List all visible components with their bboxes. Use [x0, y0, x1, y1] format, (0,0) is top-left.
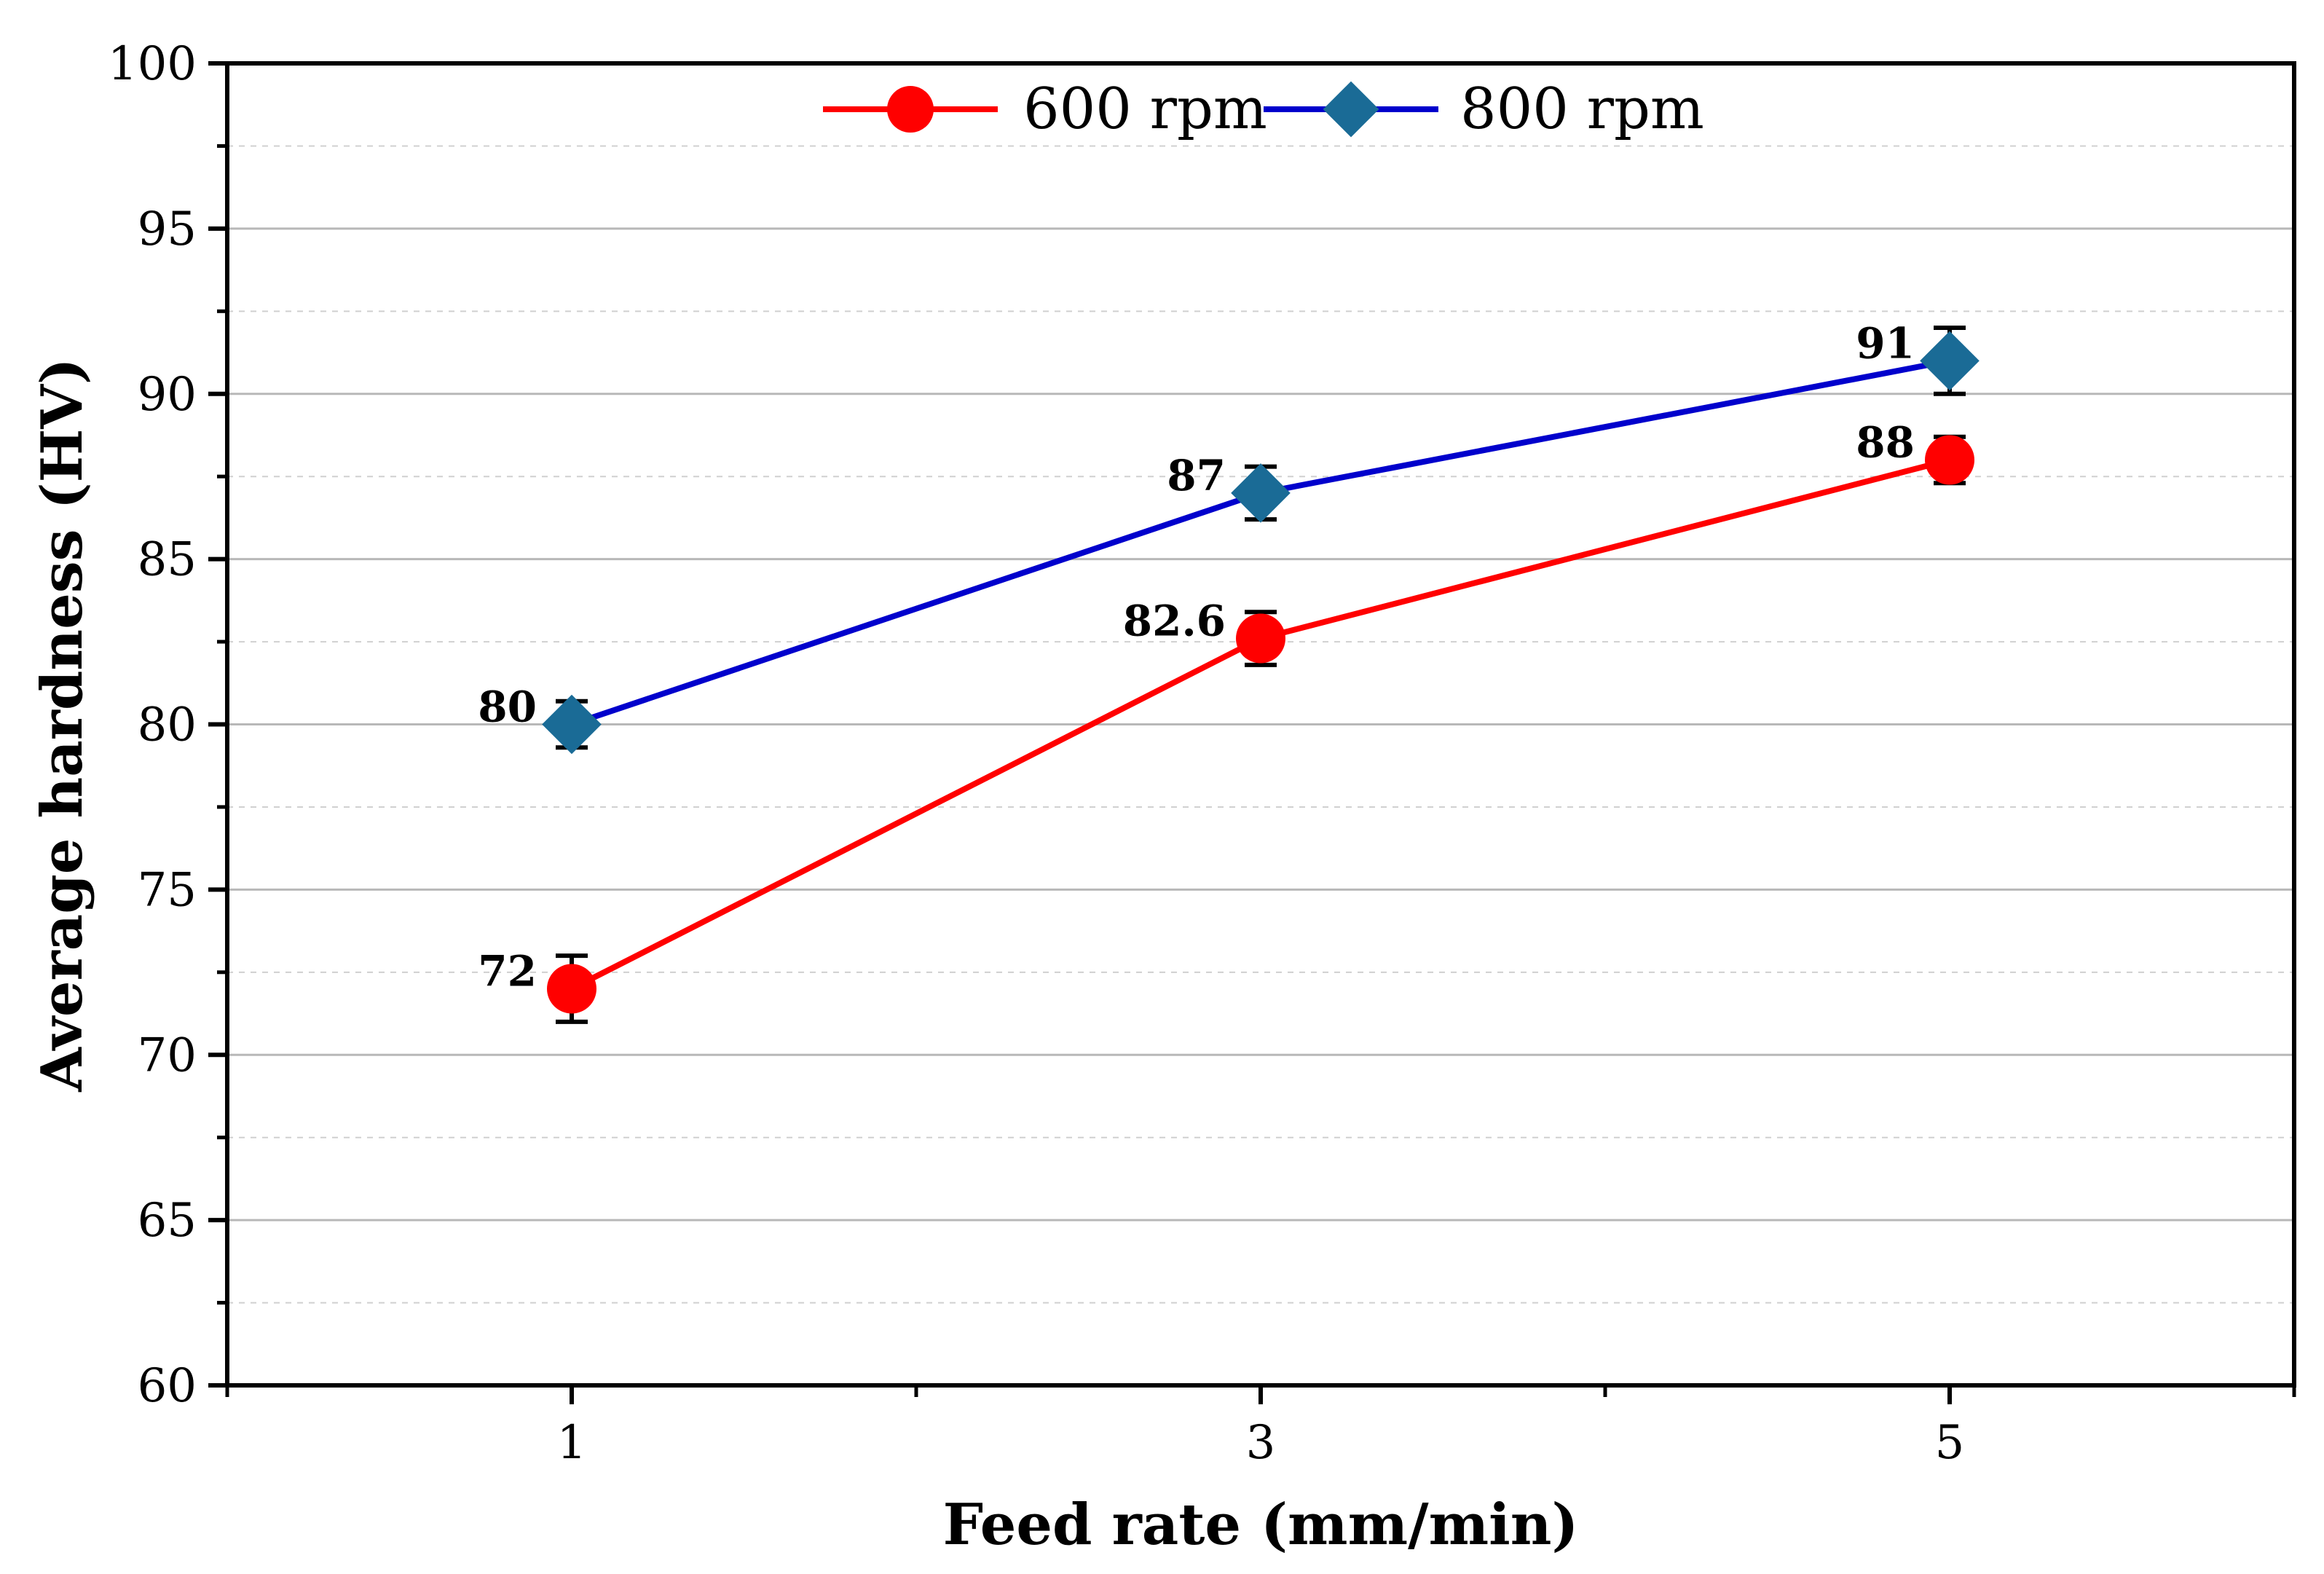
data-label: 91 [1856, 318, 1915, 368]
data-point [547, 964, 596, 1014]
data-point [1231, 463, 1291, 523]
data-point [1920, 331, 1980, 391]
axes: 60 65 70 75 80 85 90 95 100 1 3 5 [108, 37, 2296, 1470]
y-tick-label: 80 [138, 699, 197, 752]
x-tick-label: 3 [1246, 1416, 1276, 1470]
x-tick-label: 1 [557, 1416, 587, 1470]
y-tick-label: 60 [138, 1359, 197, 1413]
y-tick-label: 95 [138, 202, 197, 256]
y-tick-label: 100 [108, 37, 197, 91]
data-point [542, 694, 602, 755]
legend: 600 rpm 800 rpm [823, 76, 1704, 142]
data-label: 80 [478, 682, 537, 732]
x-axis-title: Feed rate (mm/min) [943, 1492, 1579, 1558]
legend-marker [1323, 81, 1379, 138]
legend-label: 600 rpm [1023, 76, 1267, 142]
data-label: 88 [1856, 418, 1915, 468]
y-tick-label: 85 [138, 533, 197, 587]
y-tick-label: 75 [138, 863, 197, 917]
y-axis-title: Average hardness (HV) [29, 358, 95, 1093]
y-tick-label: 90 [138, 368, 197, 422]
legend-label: 800 rpm [1460, 76, 1704, 142]
data-point [1236, 613, 1285, 664]
data-point [1925, 435, 1974, 485]
data-label: 87 [1167, 451, 1226, 500]
y-tick-label: 70 [138, 1028, 197, 1082]
x-tick-label: 5 [1935, 1416, 1965, 1470]
series-layer: 72 82.6 88 80 87 91 [478, 318, 1980, 1024]
data-label: 82.6 [1123, 597, 1226, 646]
y-tick-label: 65 [138, 1194, 197, 1248]
data-label: 72 [478, 947, 537, 996]
legend-marker [887, 86, 934, 133]
